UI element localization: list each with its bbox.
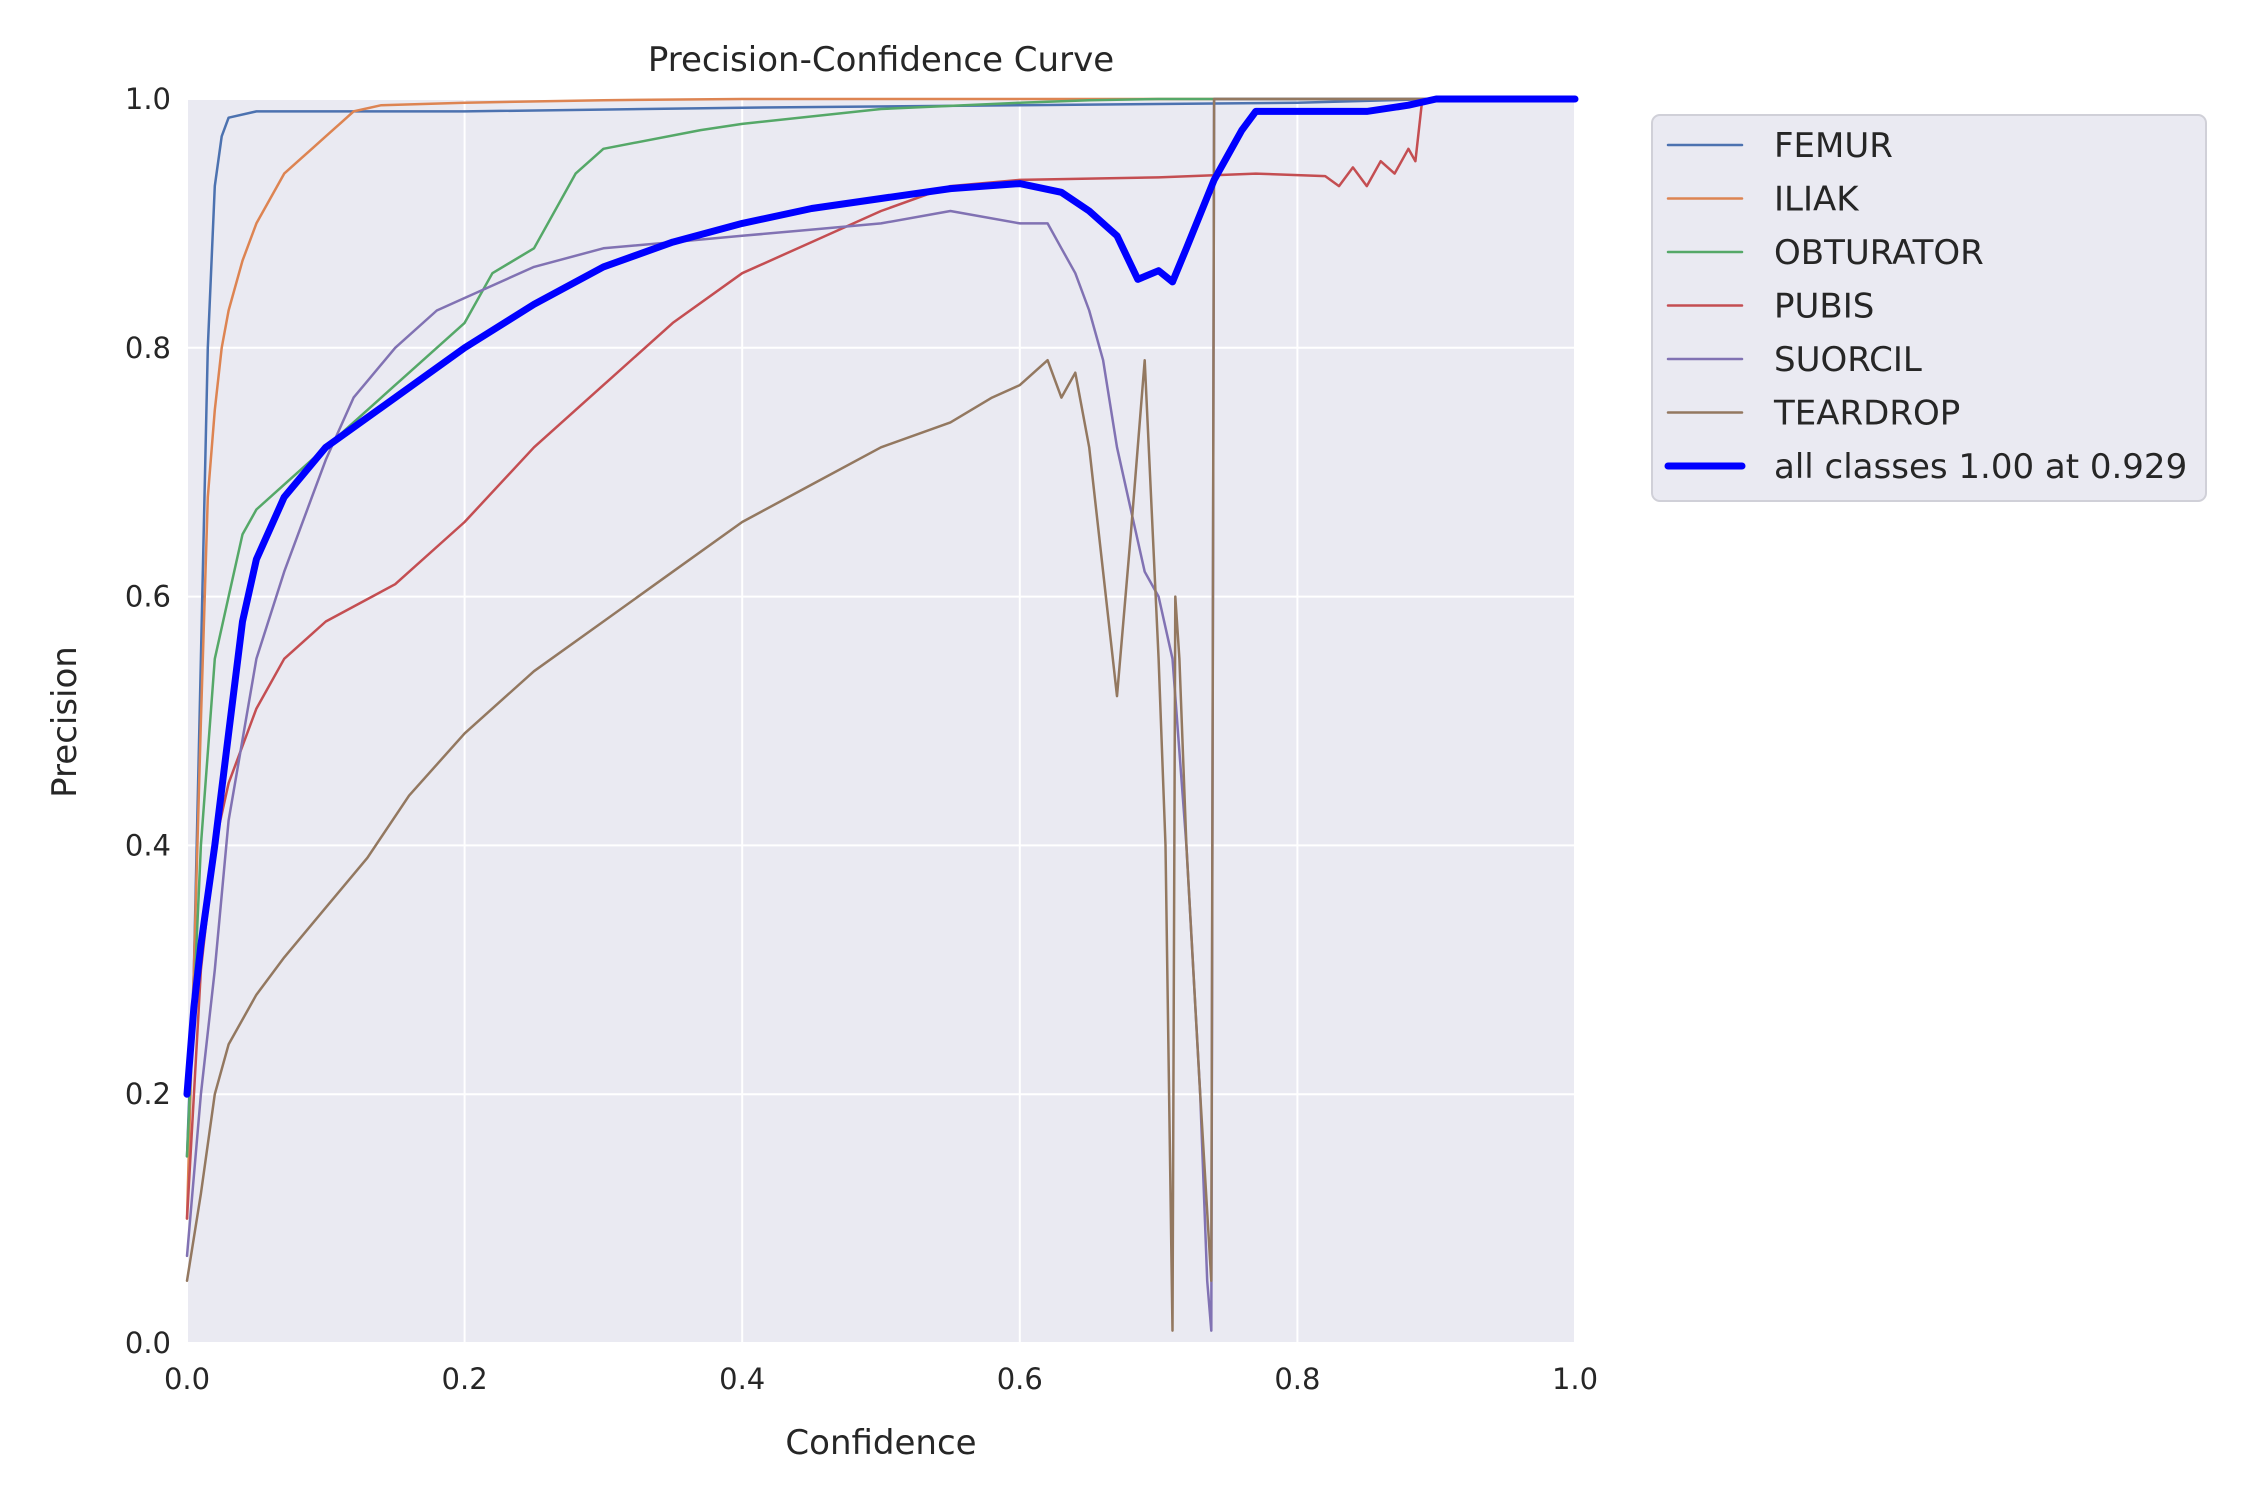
chart-title: Precision-Confidence Curve: [648, 40, 1114, 80]
y-tick-label: 1.0: [125, 82, 171, 116]
x-tick-label: 0.6: [997, 1362, 1043, 1396]
legend-label-all-classes-1-00-at-0-929: all classes 1.00 at 0.929: [1774, 447, 2187, 487]
x-tick-label: 1.0: [1552, 1362, 1598, 1396]
legend-label-pubis: PUBIS: [1774, 287, 1874, 327]
plot-background: [187, 99, 1575, 1343]
y-tick-label: 0.8: [125, 331, 171, 365]
x-axis-label: Confidence: [785, 1423, 976, 1463]
series-line-all-classes-1-00-at-0-929: [183, 95, 1579, 1098]
y-axis-label: Precision: [45, 646, 85, 798]
y-tick-label: 0.2: [125, 1077, 171, 1111]
y-tick-label: 0.6: [125, 580, 171, 614]
legend-label-femur: FEMUR: [1774, 126, 1893, 166]
series-line-iliak: [185, 97, 1577, 1220]
y-tick-label: 0.0: [125, 1326, 171, 1360]
x-tick-label: 0.0: [164, 1362, 210, 1396]
legend-items: FEMUR ILIAK OBTURATOR PUBIS SUORCIL TEARDROP a…: [1664, 126, 2187, 487]
legend-label-iliak: ILIAK: [1774, 180, 1860, 220]
legend-label-teardrop: TEARDROP: [1773, 394, 1960, 434]
grid: [186, 98, 1576, 1344]
ticks: 0.0 0.2 0.4 0.6 0.8 1.0 0.0 0.2 0.4 0.6 0.8 1.0: [125, 82, 1598, 1396]
legend-label-suorcil: SUORCIL: [1774, 340, 1922, 380]
series-line-teardrop: [185, 97, 1577, 1332]
x-tick-label: 0.8: [1274, 1362, 1320, 1396]
legend-box: [1651, 114, 2207, 502]
series-line-obturator: [185, 97, 1577, 1158]
y-tick-label: 0.4: [125, 828, 171, 862]
series-layer: [183, 95, 1579, 1332]
series-line-femur: [185, 97, 1577, 1158]
x-tick-label: 0.4: [719, 1362, 765, 1396]
legend-label-obturator: OBTURATOR: [1774, 233, 1984, 273]
series-line-pubis: [185, 97, 1577, 1220]
x-tick-label: 0.2: [442, 1362, 488, 1396]
legend: FEMUR ILIAK OBTURATOR PUBIS SUORCIL TEARDROP a…: [1651, 114, 2207, 502]
